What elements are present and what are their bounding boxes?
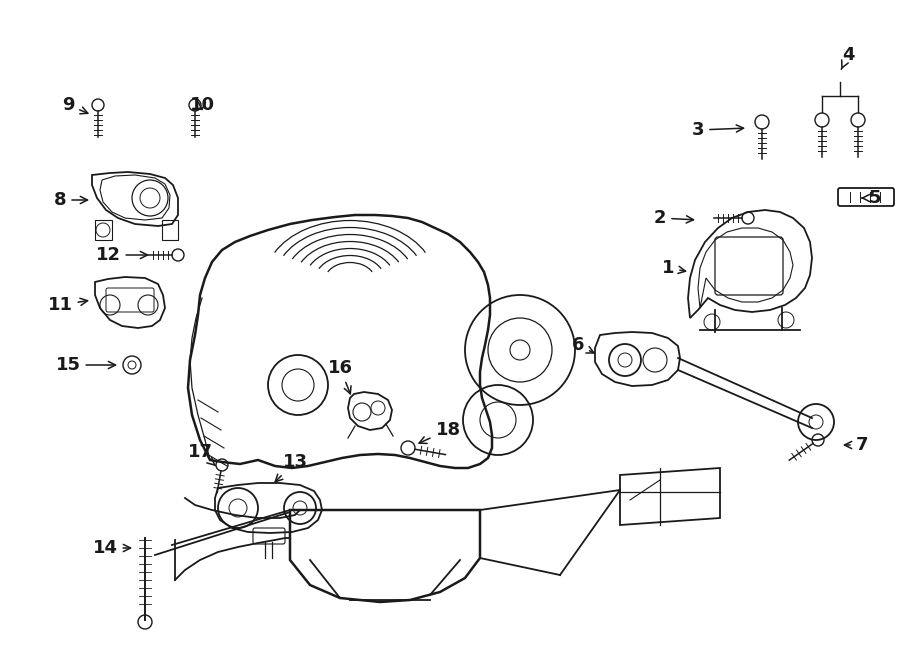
Text: 1: 1 xyxy=(662,259,686,277)
Text: 12: 12 xyxy=(95,246,148,264)
Text: 7: 7 xyxy=(844,436,868,454)
Text: 2: 2 xyxy=(653,209,694,227)
Text: 14: 14 xyxy=(93,539,130,557)
Text: 18: 18 xyxy=(419,421,461,444)
Text: 8: 8 xyxy=(54,191,87,209)
Text: 5: 5 xyxy=(862,189,881,207)
Text: 15: 15 xyxy=(56,356,115,374)
Text: 6: 6 xyxy=(572,336,594,354)
Text: 4: 4 xyxy=(842,46,854,70)
Text: 16: 16 xyxy=(328,359,353,394)
Text: 13: 13 xyxy=(275,453,308,482)
Text: 11: 11 xyxy=(48,296,87,314)
Text: 3: 3 xyxy=(692,121,743,139)
Text: 10: 10 xyxy=(190,96,214,114)
Text: 9: 9 xyxy=(62,96,88,114)
Text: 17: 17 xyxy=(187,443,215,465)
